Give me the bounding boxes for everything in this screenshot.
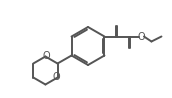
Text: O: O [53,72,60,82]
Text: O: O [138,31,145,41]
Text: O: O [43,51,50,61]
